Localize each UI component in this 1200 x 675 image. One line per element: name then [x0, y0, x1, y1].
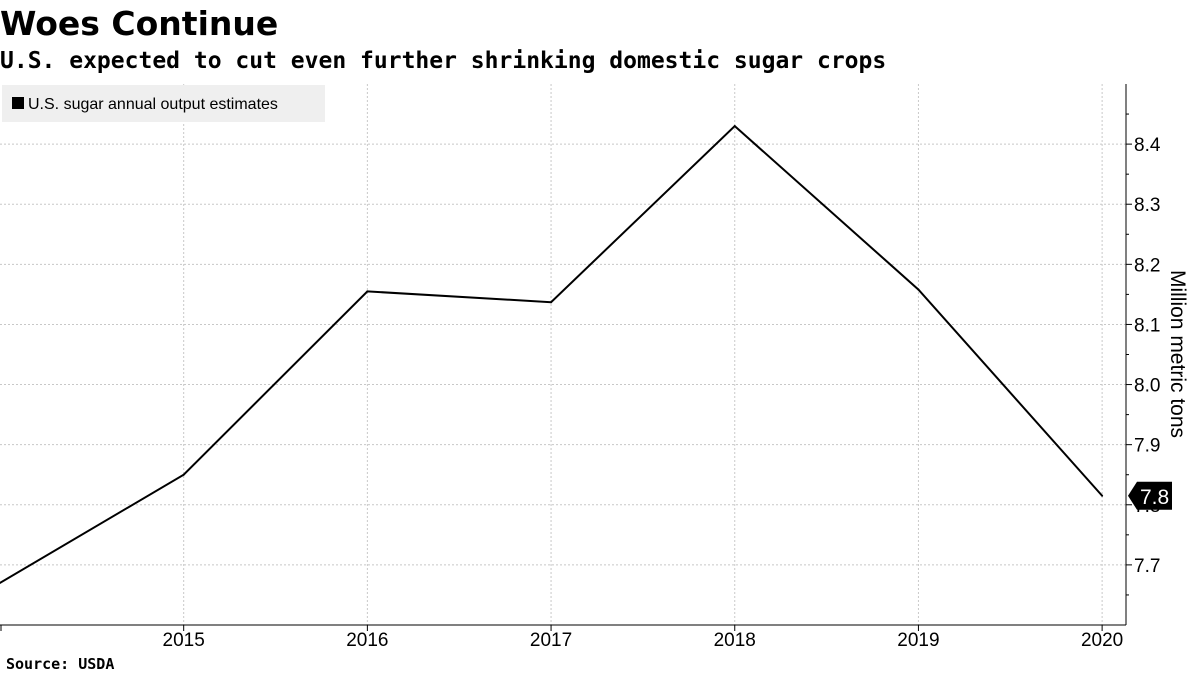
y-tick-label: 8.4: [1134, 135, 1161, 156]
data-point: [0, 581, 1, 584]
x-tick-label: 2019: [897, 630, 939, 651]
y-tick-label: 8.1: [1134, 315, 1160, 336]
series-line: [0, 124, 1103, 584]
x-tick-label: 2017: [530, 630, 572, 651]
chart-title: Woes Continue: [0, 4, 279, 43]
x-tick-label: 2020: [1081, 630, 1123, 651]
data-point: [1101, 494, 1104, 497]
series-layer: [0, 124, 1104, 584]
x-tick-label: 2015: [163, 630, 205, 651]
x-tick-label: 2016: [346, 630, 388, 651]
data-point: [550, 301, 553, 304]
last-value-background: [1128, 481, 1172, 510]
data-point: [182, 473, 185, 476]
data-point: [917, 288, 920, 291]
y-axis-label: Million metric tons: [1166, 270, 1189, 438]
y-tick-label: 8.0: [1134, 376, 1160, 397]
last-value-marker: 7.8: [1128, 481, 1172, 510]
axis-layer: 7.77.87.98.08.18.28.38.42015201620172018…: [0, 84, 1161, 651]
y-tick-label: 8.2: [1134, 255, 1160, 276]
legend-swatch: [12, 97, 24, 109]
data-point: [366, 290, 369, 293]
source-note: Source: USDA: [6, 655, 115, 673]
y-tick-label: 7.9: [1134, 436, 1160, 457]
legend-label: U.S. sugar annual output estimates: [28, 96, 278, 113]
legend-background: [2, 85, 325, 122]
y-tick-label: 7.7: [1134, 556, 1160, 577]
y-tick-label: 8.3: [1134, 195, 1160, 216]
x-tick-label: 2018: [714, 630, 756, 651]
legend: U.S. sugar annual output estimates: [2, 85, 325, 122]
last-value-label: 7.8: [1140, 486, 1169, 509]
chart-subtitle: U.S. expected to cut even further shrink…: [0, 48, 887, 74]
grid-layer: [0, 84, 1126, 625]
data-point: [733, 125, 736, 128]
